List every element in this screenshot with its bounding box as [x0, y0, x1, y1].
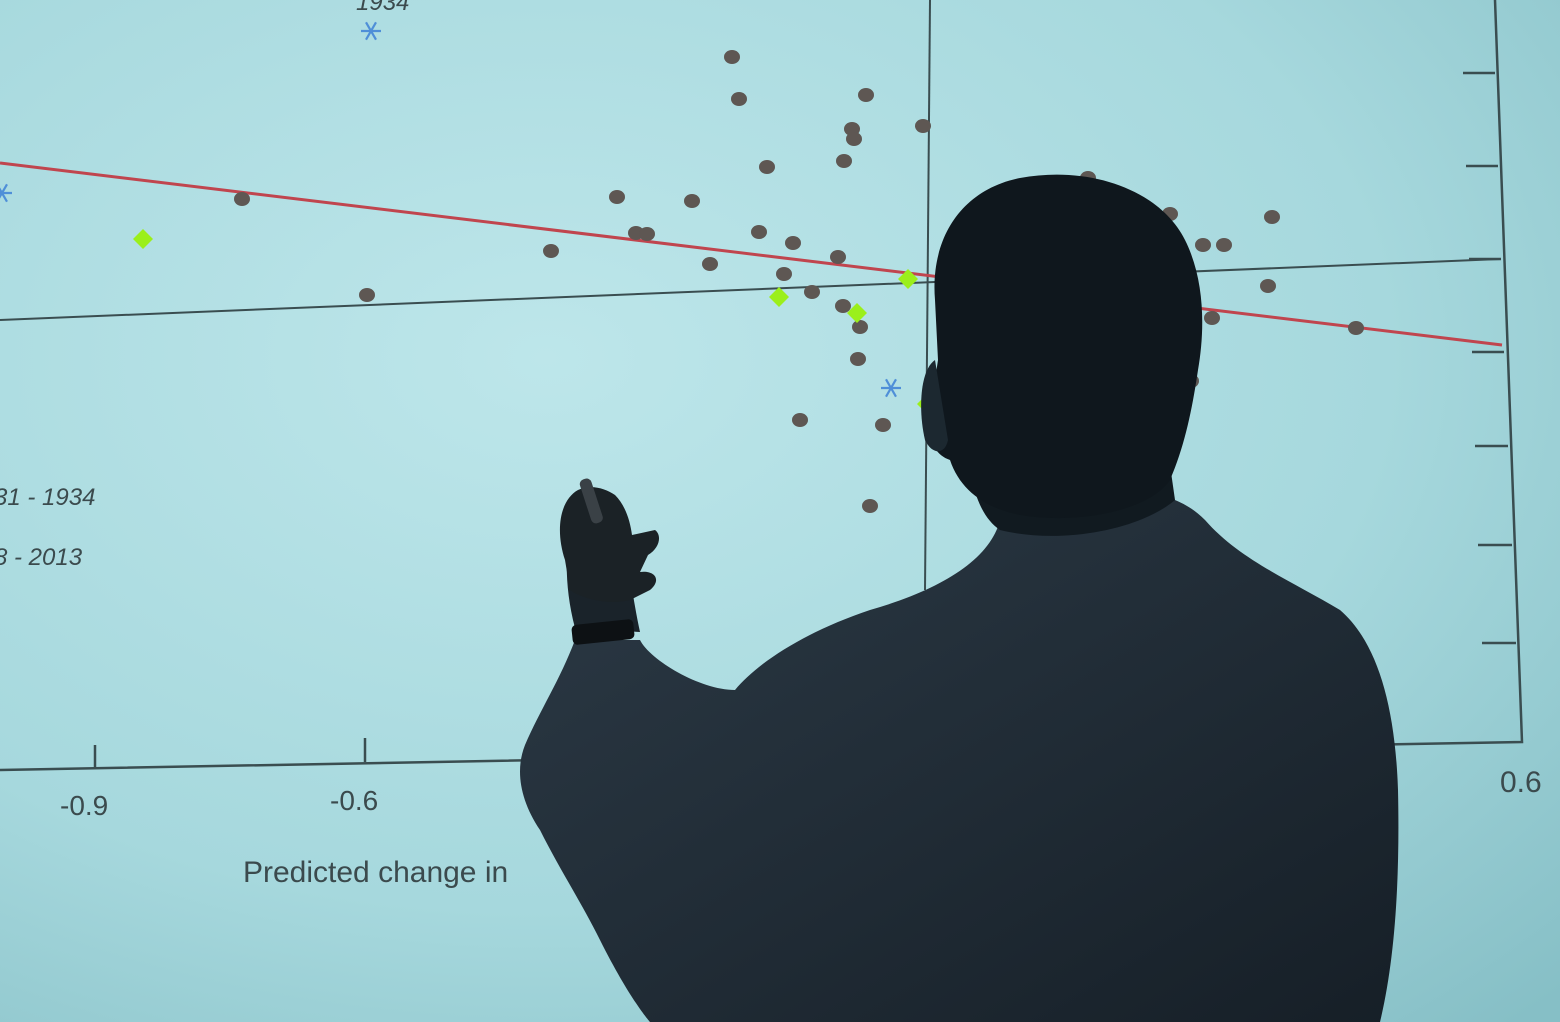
shirt: [520, 493, 1399, 1022]
scatter-dot: [1260, 279, 1276, 293]
scatter-dot: [776, 267, 792, 281]
scatter-asterisk: [0, 183, 12, 203]
regression-line: [0, 161, 1503, 347]
scatter-dot: [751, 225, 767, 239]
scatter-dot: [852, 320, 868, 334]
scatter-dot: [234, 192, 250, 206]
scatter-dot: [804, 285, 820, 299]
scatter-dot: [1195, 238, 1211, 252]
legend-entry: 8 - 2013: [0, 544, 83, 571]
scatter-dot: [1204, 311, 1220, 325]
scatter-diamond: [133, 229, 153, 249]
x-tick-label: 0.6: [1500, 766, 1542, 799]
scatter-dot: [792, 413, 808, 427]
scatter-dot: [875, 418, 891, 432]
scatter-dot: [731, 92, 747, 106]
annotation-year: 1934: [356, 0, 409, 16]
person-silhouette: [520, 174, 1399, 1022]
scatter-dot: [915, 119, 931, 133]
chart-text: 1934 31 - 1934 8 - 2013 -0.9 -0.6 0.6 Pr…: [0, 0, 1542, 889]
scatter-dot: [639, 227, 655, 241]
scatter-dot: [1348, 321, 1364, 335]
scatter-dot: [835, 299, 851, 313]
horizontal-zero-line: [0, 258, 1501, 321]
wristwatch: [571, 619, 635, 645]
right-axis-ticks: [1463, 71, 1516, 645]
scatter-dot: [1264, 210, 1280, 224]
reference-lines: [0, 0, 1501, 591]
ear: [921, 360, 948, 452]
scatter-dot: [858, 88, 874, 102]
scatter-diamond: [898, 269, 918, 289]
bottom-axis-ticks: [93, 738, 367, 767]
scatter-dot: [359, 288, 375, 302]
scatter-diamond: [847, 303, 867, 323]
scatter-dot: [862, 499, 878, 513]
data-points-asterisks: [0, 21, 901, 398]
x-axis-label: Predicted change in: [243, 856, 508, 889]
head: [929, 174, 1203, 519]
scatter-dot: [684, 194, 700, 208]
scatter-dot: [702, 257, 718, 271]
hand: [559, 487, 660, 602]
scatter-dot: [1216, 238, 1232, 252]
scatter-dot: [759, 160, 775, 174]
scatter-dot: [785, 236, 801, 250]
plot-frame: [0, 0, 1524, 772]
marker-pen: [579, 478, 603, 524]
x-tick-label: -0.9: [60, 790, 108, 821]
scatter-dot: [830, 250, 846, 264]
x-tick-label: -0.6: [330, 785, 378, 816]
scatter-dot: [846, 132, 862, 146]
vertical-zero-line: [924, 0, 931, 591]
legend-entry: 31 - 1934: [0, 484, 95, 511]
scatter-dot: [543, 244, 559, 258]
scatter-asterisk: [881, 378, 901, 398]
scatter-dot: [836, 154, 852, 168]
scatter-dot: [724, 50, 740, 64]
scatter-dot: [850, 352, 866, 366]
scatter-asterisk: [361, 21, 381, 41]
scatter-diamond: [769, 287, 789, 307]
scatter-dot: [609, 190, 625, 204]
